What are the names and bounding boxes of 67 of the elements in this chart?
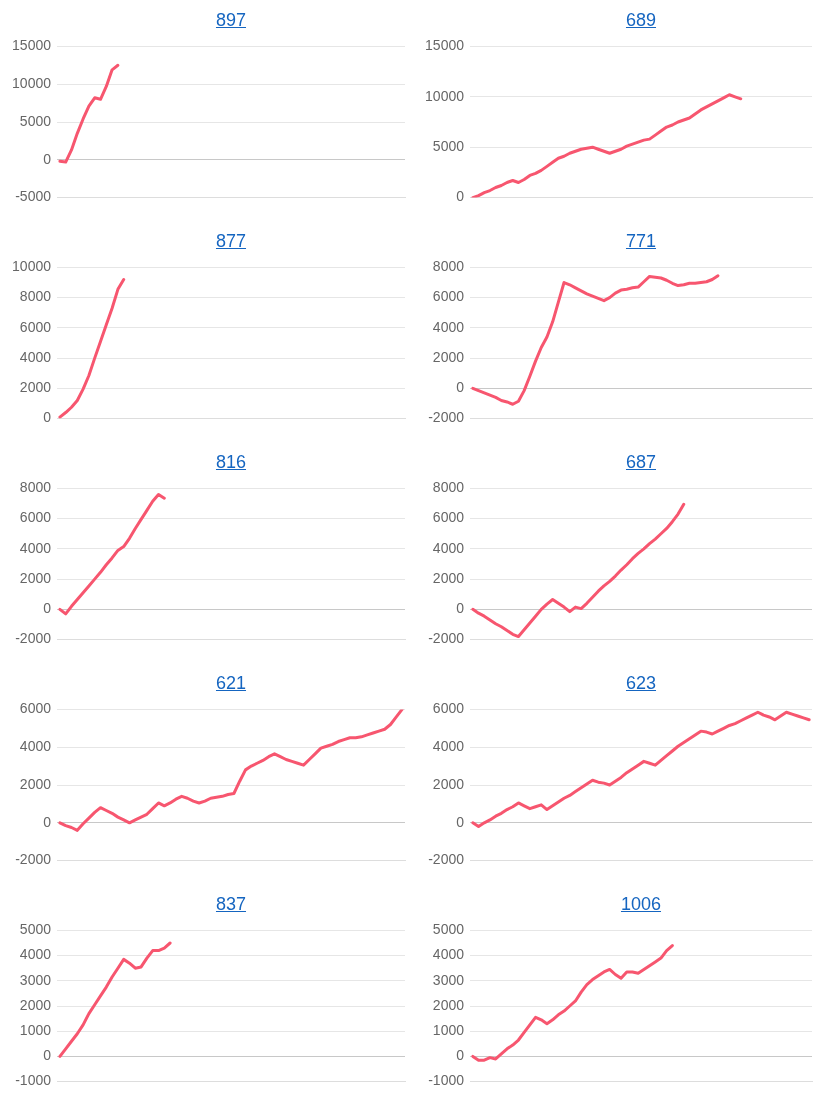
y-tick-label: 4000 <box>19 539 52 556</box>
y-tick-label: 3000 <box>432 971 465 988</box>
y-tick-label: 2000 <box>19 569 52 586</box>
chart-title: 771 <box>625 231 657 251</box>
y-tick-label: 4000 <box>432 738 465 755</box>
y-tick-label: 8000 <box>432 258 465 275</box>
chart-title: 877 <box>215 231 247 251</box>
y-tick-label: 6000 <box>19 509 52 526</box>
y-tick-label: 6000 <box>19 318 52 335</box>
y-tick-label: 0 <box>456 1047 465 1064</box>
y-tick-label: 4000 <box>432 946 465 963</box>
y-tick-label: 5000 <box>19 112 52 129</box>
y-tick-label: 0 <box>456 188 465 205</box>
y-tick-label: 6000 <box>19 700 52 717</box>
y-tick-label: 8000 <box>19 479 52 496</box>
y-tick-label: 0 <box>43 813 52 830</box>
y-tick-label: 8000 <box>432 479 465 496</box>
y-tick-label: 4000 <box>19 738 52 755</box>
chart-title: 837 <box>215 894 247 914</box>
y-tick-label: -1000 <box>428 1072 465 1089</box>
y-tick-label: 0 <box>456 379 465 396</box>
y-tick-label: 5000 <box>432 921 465 938</box>
y-tick-label: 5000 <box>432 138 465 155</box>
y-tick-label: 4000 <box>432 318 465 335</box>
chart-title: 1006 <box>620 894 662 914</box>
y-tick-label: 2000 <box>432 775 465 792</box>
y-tick-label: 4000 <box>432 539 465 556</box>
y-tick-label: 6000 <box>432 700 465 717</box>
y-tick-label: -5000 <box>15 188 52 205</box>
chart-title: 816 <box>215 452 247 472</box>
y-tick-label: 4000 <box>19 348 52 365</box>
y-tick-label: 10000 <box>12 75 52 92</box>
y-tick-label: 2000 <box>432 348 465 365</box>
y-tick-label: 2000 <box>19 996 52 1013</box>
y-tick-label: 0 <box>43 150 52 167</box>
y-tick-label: -2000 <box>428 630 465 647</box>
y-tick-label: 0 <box>43 1047 52 1064</box>
y-tick-label: -2000 <box>15 851 52 868</box>
y-tick-label: 15000 <box>425 37 465 54</box>
y-tick-label: 2000 <box>432 569 465 586</box>
y-tick-label: 10000 <box>425 87 465 104</box>
chart-title: 687 <box>625 452 657 472</box>
chart-title: 623 <box>625 673 657 693</box>
y-tick-label: 2000 <box>19 379 52 396</box>
y-tick-label: 1000 <box>19 1022 52 1039</box>
y-tick-label: 0 <box>43 409 52 426</box>
y-tick-label: 0 <box>456 813 465 830</box>
y-tick-label: 6000 <box>432 509 465 526</box>
chart-title: 621 <box>215 673 247 693</box>
y-tick-label: -2000 <box>15 630 52 647</box>
y-tick-label: 1000 <box>432 1022 465 1039</box>
y-tick-label: 8000 <box>19 288 52 305</box>
y-tick-label: 2000 <box>19 775 52 792</box>
y-tick-label: 2000 <box>432 996 465 1013</box>
y-tick-label: -1000 <box>15 1072 52 1089</box>
y-tick-label: 3000 <box>19 971 52 988</box>
y-tick-label: 0 <box>43 600 52 617</box>
y-tick-label: 5000 <box>19 921 52 938</box>
y-tick-label: 6000 <box>432 288 465 305</box>
chart-title: 897 <box>215 10 247 30</box>
chart-title: 689 <box>625 10 657 30</box>
y-tick-label: 15000 <box>12 37 52 54</box>
y-tick-label: 0 <box>456 600 465 617</box>
y-tick-label: -2000 <box>428 851 465 868</box>
y-tick-label: 10000 <box>12 258 52 275</box>
y-tick-label: 4000 <box>19 946 52 963</box>
y-tick-label: -2000 <box>428 409 465 426</box>
